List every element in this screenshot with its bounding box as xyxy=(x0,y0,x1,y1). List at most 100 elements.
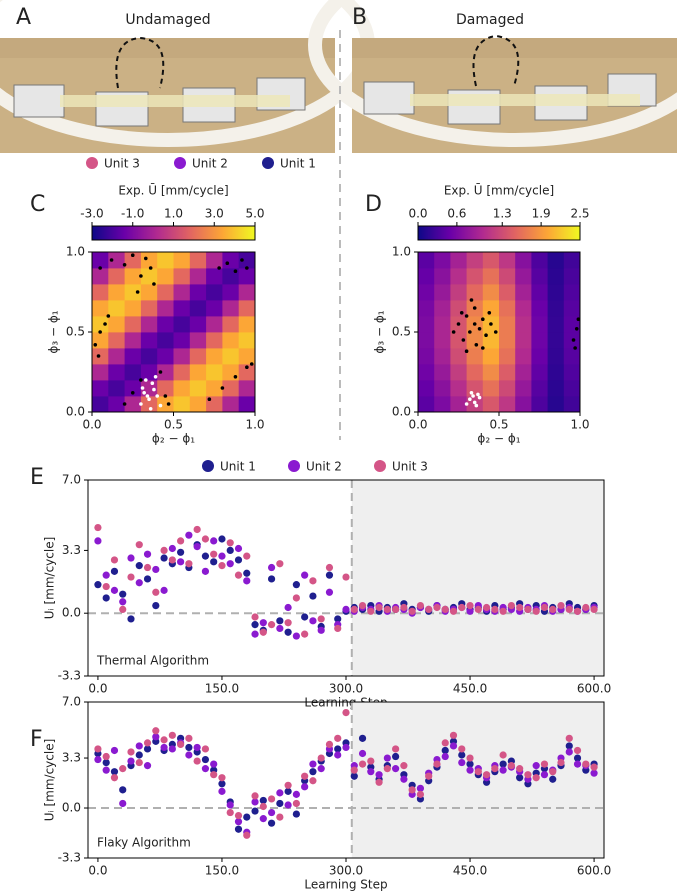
data-point xyxy=(284,801,292,809)
heatmap-cell xyxy=(173,364,191,381)
data-point xyxy=(193,543,201,551)
y-tick-label: 1.0 xyxy=(392,245,411,259)
data-point xyxy=(135,758,143,767)
heatmap-cell xyxy=(563,268,581,285)
data-point xyxy=(449,742,458,750)
heatmap-cell xyxy=(466,268,484,285)
data-point xyxy=(276,617,284,625)
scatter-point xyxy=(143,256,148,261)
heatmap-cell xyxy=(466,332,484,349)
heatmap-cell xyxy=(515,268,532,285)
scatter-point xyxy=(152,387,156,392)
data-point xyxy=(392,745,400,753)
heatmap-cell xyxy=(157,252,174,269)
scatter-point xyxy=(477,395,482,400)
heatmap-cell xyxy=(206,268,223,285)
data-point xyxy=(458,745,466,753)
data-point xyxy=(557,601,565,610)
scatter-point xyxy=(576,317,581,322)
data-point xyxy=(284,619,292,627)
heatmap-cell xyxy=(222,332,240,349)
data-point xyxy=(342,573,350,581)
heatmap-cell xyxy=(547,300,565,317)
scatter-point xyxy=(143,378,148,382)
heatmap-cell xyxy=(450,252,467,269)
colorbar-tick-label: 2.5 xyxy=(570,207,589,221)
heatmap-cell xyxy=(157,364,174,381)
heatmap-cell xyxy=(157,268,174,285)
scatter-point xyxy=(148,266,153,270)
heatmap-cell xyxy=(547,364,565,381)
data-point xyxy=(185,531,193,539)
heatmap-cell xyxy=(189,316,207,333)
data-point xyxy=(425,772,433,780)
y-axis-label: Uᵢ [mm/cycle] xyxy=(43,739,57,822)
data-point xyxy=(218,535,226,543)
y-tick-label: 1.0 xyxy=(66,245,85,259)
data-point xyxy=(210,550,218,558)
heatmap-cell xyxy=(238,300,256,317)
heatmap-cell xyxy=(563,252,581,269)
x-axis-label: ϕ₂ − ϕ₁ xyxy=(477,432,520,446)
x-tick-label: 1.0 xyxy=(570,418,589,432)
heatmap-cell xyxy=(108,364,125,381)
heatmap-cell xyxy=(140,252,158,269)
scatter-point xyxy=(148,407,153,411)
data-point xyxy=(185,751,193,759)
data-point xyxy=(309,777,317,785)
data-point xyxy=(234,818,243,826)
data-point xyxy=(549,768,557,776)
x-tick-label: 0.0 xyxy=(408,418,427,432)
data-point xyxy=(309,617,317,625)
data-point xyxy=(267,808,276,817)
data-point xyxy=(565,748,573,756)
heatmap-cell xyxy=(515,396,532,413)
heatmap-cell xyxy=(563,380,581,397)
data-point xyxy=(416,784,425,792)
scatter-point xyxy=(481,346,485,350)
heatmap-cell xyxy=(499,332,516,349)
heatmap-cell xyxy=(238,364,256,381)
scatter-point xyxy=(468,330,472,334)
data-point xyxy=(557,758,565,767)
data-point xyxy=(301,630,309,638)
data-point xyxy=(441,605,449,613)
scatter-point xyxy=(481,317,485,322)
data-point xyxy=(94,755,102,764)
heatmap-cell xyxy=(499,268,516,285)
colorbar-tick-label: 0.6 xyxy=(447,207,466,221)
data-point xyxy=(94,581,102,589)
heatmap-cell xyxy=(157,396,174,413)
data-point xyxy=(292,581,300,589)
heatmap-cell xyxy=(124,316,142,333)
data-point xyxy=(218,562,226,570)
data-point xyxy=(210,537,218,545)
data-point xyxy=(110,774,119,782)
legend-marker xyxy=(262,157,274,169)
heatmap-cell xyxy=(108,284,125,301)
data-point xyxy=(276,813,284,821)
data-point xyxy=(325,571,334,579)
heatmap-cell xyxy=(434,268,451,285)
data-point xyxy=(185,743,193,752)
data-point xyxy=(532,774,540,782)
data-point xyxy=(259,796,267,805)
heatmap-cell xyxy=(434,252,451,269)
heatmap-cell xyxy=(222,284,240,301)
y-tick-label: 0.0 xyxy=(392,405,411,419)
heatmap-cell xyxy=(206,316,223,333)
heatmap-cell xyxy=(499,300,516,317)
scatter-point xyxy=(158,370,163,374)
legend-label: Unit 2 xyxy=(306,460,342,474)
scatter-point xyxy=(469,391,474,395)
data-point xyxy=(532,607,540,615)
data-point xyxy=(309,577,317,585)
data-point xyxy=(284,781,292,789)
data-point xyxy=(251,630,259,638)
heatmap-cell xyxy=(108,348,125,365)
data-point xyxy=(251,798,259,806)
colorbar-tick-label: 3.0 xyxy=(205,207,224,221)
data-point xyxy=(590,763,598,771)
data-point xyxy=(177,548,185,556)
heatmap-cell xyxy=(418,268,435,285)
